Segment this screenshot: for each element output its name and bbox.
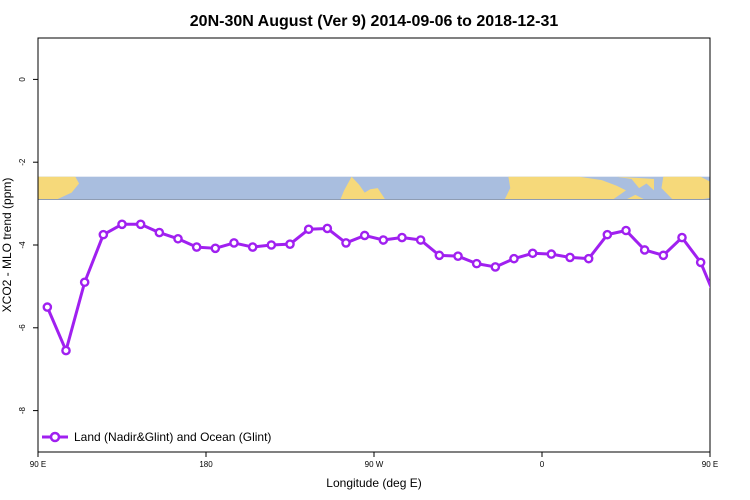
map-land-mass — [710, 177, 750, 200]
x-axis: 90 E 180 90 W 0 90 E — [30, 452, 718, 469]
x-tick-label: 90 E — [702, 460, 718, 469]
x-tick-label: 0 — [540, 460, 545, 469]
data-point — [677, 232, 687, 243]
data-point — [303, 224, 314, 235]
x-tick-label: 180 — [199, 460, 213, 469]
data-point — [79, 277, 90, 288]
data-point — [490, 262, 501, 272]
series-line — [45, 222, 710, 353]
data-point — [658, 250, 669, 261]
data-point — [602, 229, 613, 240]
map-land-mass — [340, 176, 386, 200]
map-land-mass — [626, 194, 645, 200]
legend-entry-label: Land (Nadir&Glint) and Ocean (Glint) — [74, 430, 271, 444]
data-point — [341, 238, 351, 248]
map-land-mass — [38, 176, 80, 200]
data-point — [397, 232, 407, 243]
data-point — [434, 250, 445, 261]
world-map-strip — [38, 176, 750, 200]
data-point — [546, 249, 557, 259]
chart-title: 20N-30N August (Ver 9) 2014-09-06 to 201… — [190, 13, 559, 30]
data-point — [639, 245, 650, 255]
data-point — [266, 240, 277, 250]
data-point — [98, 229, 109, 240]
x-axis-label: Longitude (deg E) — [326, 476, 421, 490]
x-tick-label: 90 E — [30, 460, 46, 469]
data-point — [695, 257, 706, 268]
x-tick-label: 90 W — [365, 460, 384, 469]
data-point — [42, 302, 53, 312]
plot-area-frame — [37, 37, 711, 453]
data-point — [716, 304, 723, 311]
data-point — [378, 235, 389, 245]
y-tick-label: -8 — [18, 406, 27, 414]
map-land-mass — [616, 176, 654, 191]
map-land-mass — [504, 176, 626, 200]
data-point — [117, 219, 127, 230]
data-point — [135, 219, 146, 230]
data-point — [229, 238, 239, 248]
data-point — [210, 243, 221, 254]
y-tick-label: -4 — [18, 241, 27, 249]
legend-marker-swatch — [49, 431, 61, 443]
data-point — [191, 242, 202, 252]
data-point — [154, 227, 165, 238]
data-point — [359, 230, 370, 241]
y-tick-label: -6 — [18, 324, 27, 332]
data-point — [247, 242, 258, 252]
data-point — [734, 347, 741, 354]
data-point — [322, 223, 333, 234]
y-axis: 0 -2 -4 -6 -8 — [18, 77, 38, 414]
data-point — [173, 233, 183, 244]
data-point — [285, 239, 295, 249]
data-point — [621, 225, 631, 236]
data-point — [61, 345, 71, 356]
map-land-mass — [661, 176, 710, 200]
data-point — [565, 252, 575, 263]
legend: Land (Nadir&Glint) and Ocean (Glint) — [42, 430, 271, 444]
data-point — [471, 258, 482, 269]
data-point — [453, 251, 463, 261]
data-point — [415, 235, 426, 245]
series-group — [42, 219, 741, 356]
data-point — [527, 248, 538, 259]
y-axis-label: XCO2 - MLO trend (ppm) — [0, 178, 14, 313]
data-point — [583, 253, 594, 264]
data-point — [509, 253, 519, 264]
y-tick-label: 0 — [18, 77, 27, 82]
y-tick-label: -2 — [18, 158, 27, 166]
